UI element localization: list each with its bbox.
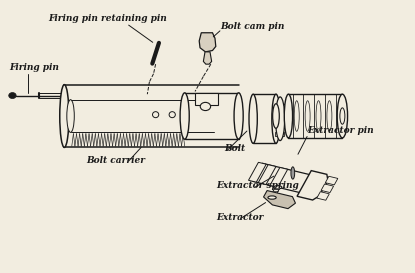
- Text: Firing pin retaining pin: Firing pin retaining pin: [48, 14, 166, 23]
- Ellipse shape: [272, 94, 280, 143]
- Ellipse shape: [305, 101, 310, 131]
- Ellipse shape: [273, 104, 279, 128]
- Polygon shape: [297, 171, 328, 200]
- Polygon shape: [252, 163, 317, 194]
- Polygon shape: [199, 33, 216, 52]
- Ellipse shape: [200, 102, 210, 111]
- Polygon shape: [249, 162, 266, 182]
- Ellipse shape: [337, 94, 348, 138]
- Polygon shape: [270, 167, 288, 187]
- Ellipse shape: [340, 108, 345, 124]
- Polygon shape: [317, 192, 330, 200]
- Ellipse shape: [327, 101, 332, 131]
- Ellipse shape: [338, 101, 343, 131]
- Ellipse shape: [180, 93, 189, 139]
- Polygon shape: [264, 191, 295, 209]
- Ellipse shape: [273, 186, 282, 189]
- Polygon shape: [203, 52, 212, 64]
- Ellipse shape: [268, 196, 276, 199]
- Bar: [275, 107, 284, 111]
- Ellipse shape: [9, 93, 16, 99]
- Text: Extractor spring: Extractor spring: [216, 181, 298, 190]
- Ellipse shape: [249, 94, 257, 143]
- Ellipse shape: [67, 100, 74, 132]
- Polygon shape: [321, 184, 334, 192]
- Ellipse shape: [153, 112, 159, 118]
- Polygon shape: [325, 176, 338, 185]
- Ellipse shape: [169, 112, 176, 118]
- Ellipse shape: [234, 93, 243, 139]
- Ellipse shape: [284, 94, 293, 138]
- Text: Bolt cam pin: Bolt cam pin: [220, 22, 284, 31]
- Ellipse shape: [60, 85, 69, 147]
- Text: Bolt carrier: Bolt carrier: [87, 156, 146, 165]
- Ellipse shape: [291, 167, 295, 179]
- Ellipse shape: [316, 101, 321, 131]
- Text: Extractor: Extractor: [216, 213, 263, 222]
- Ellipse shape: [285, 104, 292, 128]
- Ellipse shape: [276, 97, 285, 141]
- Ellipse shape: [294, 101, 299, 131]
- Text: Bolt: Bolt: [224, 144, 245, 153]
- Bar: [195, 93, 218, 105]
- Polygon shape: [258, 165, 276, 185]
- Bar: [275, 132, 284, 136]
- Text: Extractor pin: Extractor pin: [307, 126, 374, 135]
- Text: Firing pin: Firing pin: [9, 63, 59, 72]
